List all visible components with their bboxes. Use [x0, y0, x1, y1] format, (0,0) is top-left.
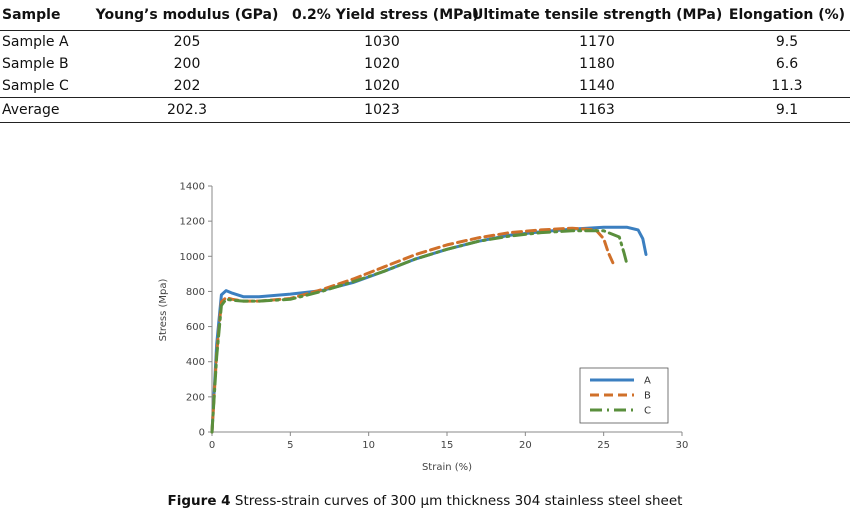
- series-line-C: [210, 229, 629, 434]
- header-sample: Sample: [2, 7, 61, 23]
- cell-uts: 1140: [579, 78, 615, 94]
- legend-label-A: A: [644, 376, 651, 387]
- header-elongation: Elongation (%): [728, 7, 846, 23]
- cell-yield-stress: 1020: [364, 56, 400, 72]
- cell-yield-stress: 1030: [364, 34, 400, 50]
- y-tick-label: 1400: [180, 182, 205, 193]
- cell-elongation: 6.6: [775, 56, 799, 72]
- cell-sample: Sample A: [2, 34, 69, 50]
- y-tick-label: 1000: [180, 252, 205, 263]
- y-axis-label: Stress (Mpa): [158, 278, 169, 341]
- legend-label-B: B: [644, 391, 651, 402]
- cell-sample: Sample C: [2, 78, 69, 94]
- x-tick-label: 25: [597, 440, 610, 451]
- cell-elongation: 9.1: [775, 102, 799, 118]
- cell-yield-stress: 1023: [364, 102, 400, 118]
- x-tick-label: 20: [519, 440, 532, 451]
- x-tick-label: 15: [441, 440, 454, 451]
- properties-table-container: Sample Young’s modulus (GPa) 0.2% Yield …: [0, 0, 850, 123]
- mechanical-properties-table: Sample Young’s modulus (GPa) 0.2% Yield …: [0, 0, 850, 123]
- cell-youngs-modulus: 200: [173, 56, 201, 72]
- header-yield-stress: 0.2% Yield stress (MPa): [292, 7, 479, 23]
- cell-uts: 1170: [579, 34, 615, 50]
- cell-sample: Average: [2, 102, 60, 118]
- x-axis-label: Strain (%): [422, 462, 472, 473]
- cell-uts: 1163: [579, 102, 615, 118]
- cell-elongation: 11.3: [771, 78, 803, 94]
- cell-youngs-modulus: 202: [173, 78, 201, 94]
- x-tick-label: 5: [287, 440, 293, 451]
- figure-label: Figure 4: [167, 493, 231, 509]
- y-tick-label: 200: [186, 392, 205, 403]
- y-tick-label: 0: [199, 428, 205, 439]
- header-youngs-modulus: Young’s modulus (GPa): [95, 7, 279, 23]
- y-tick-label: 400: [186, 357, 205, 368]
- cell-yield-stress: 1020: [364, 78, 400, 94]
- table-row: Sample B 200 1020 1180 6.6: [0, 53, 850, 75]
- x-tick-label: 0: [209, 440, 215, 451]
- table-row: Sample A 205 1030 1170 9.5: [0, 31, 850, 54]
- y-tick-label: 600: [186, 322, 205, 333]
- table-header-row: Sample Young’s modulus (GPa) 0.2% Yield …: [0, 0, 850, 31]
- header-uts: Ultimate tensile strength (MPa): [472, 7, 723, 23]
- cell-elongation: 9.5: [775, 34, 799, 50]
- y-tick-label: 1200: [180, 217, 205, 228]
- cell-uts: 1180: [579, 56, 615, 72]
- legend-label-C: C: [644, 406, 651, 417]
- figure-caption-text: Stress-strain curves of 300 μm thickness…: [234, 493, 683, 509]
- table-average-row: Average 202.3 1023 1163 9.1: [0, 97, 850, 123]
- x-tick-label: 10: [362, 440, 375, 451]
- y-tick-label: 800: [186, 287, 205, 298]
- cell-youngs-modulus: 202.3: [166, 102, 208, 118]
- figure-caption: Figure 4 Stress-strain curves of 300 μm …: [0, 493, 850, 509]
- cell-youngs-modulus: 205: [173, 34, 201, 50]
- table-row: Sample C 202 1020 1140 11.3: [0, 75, 850, 98]
- chart-svg: 0 200 400 600 800 1000 1200 1400 0 5 10 15 20 25 30 AB…: [158, 182, 689, 474]
- cell-sample: Sample B: [2, 56, 69, 72]
- x-tick-label: 30: [676, 440, 689, 451]
